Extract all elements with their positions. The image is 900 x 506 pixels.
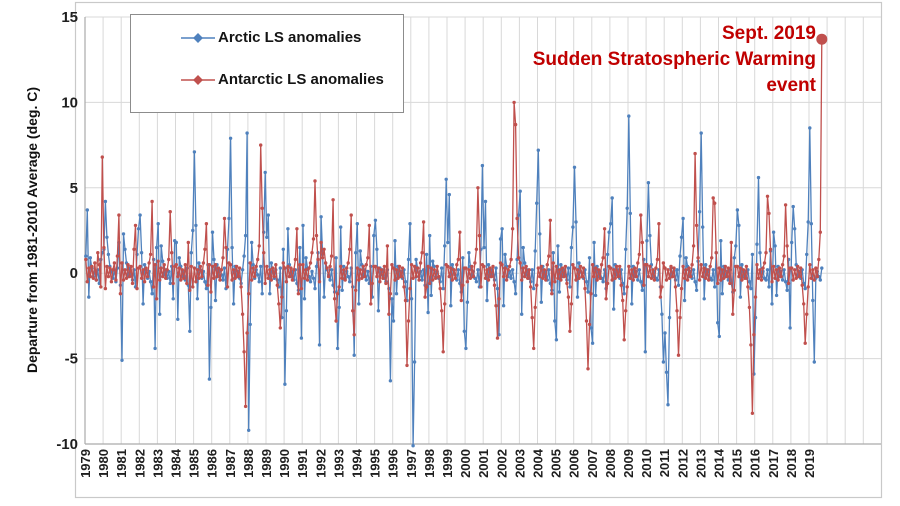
x-tick-label: 2016 (748, 449, 763, 478)
x-tick-label: 1993 (331, 449, 346, 478)
x-tick-label: 1990 (277, 449, 292, 478)
y-tick-label: 15 (61, 9, 78, 26)
x-tick-label: 2014 (712, 448, 727, 478)
x-tick-label: 1985 (187, 449, 202, 478)
x-tick-label: 1996 (386, 449, 401, 478)
antarctic-series-marker-icon (181, 74, 215, 85)
x-tick-label: 1984 (169, 448, 184, 478)
x-tick-label: 2017 (766, 449, 781, 478)
x-tick-label: 2003 (512, 449, 527, 478)
x-tick-label: 2004 (531, 448, 546, 478)
x-tick-label: 1982 (132, 449, 147, 478)
x-tick-label: 1981 (114, 449, 129, 478)
x-tick-label: 1988 (241, 449, 256, 478)
x-tick-label: 2018 (784, 449, 799, 478)
ssw-annotation: Sept. 2019 Sudden Stratospheric Warming … (533, 21, 816, 99)
ssw-annotation-line2: Sudden Stratospheric Warming (532, 49, 816, 70)
x-tick-label: 2005 (549, 449, 564, 478)
x-tick-label: 1991 (295, 449, 310, 478)
y-tick-label: -5 (65, 351, 78, 368)
legend: Arctic LS anomalies Antarctic LS anomali… (130, 14, 404, 113)
x-tick-label: 1994 (350, 448, 365, 478)
ssw-annotation-line1: Sept. 2019 (722, 23, 816, 44)
ssw-annotation-line3: event (766, 75, 816, 96)
x-tick-label: 2019 (802, 449, 817, 478)
x-tick-label: 2008 (603, 449, 618, 478)
x-tick-label: 2002 (494, 449, 509, 478)
x-tick-label: 2006 (567, 449, 582, 478)
x-tick-label: 2012 (675, 449, 690, 478)
x-tick-label: 2007 (585, 449, 600, 478)
ssw-event-point (816, 33, 828, 45)
legend-label-arctic: Arctic LS anomalies (218, 29, 362, 46)
x-tick-label: 1998 (422, 449, 437, 478)
legend-label-antarctic: Antarctic LS anomalies (218, 71, 384, 88)
y-tick-label: 5 (70, 180, 78, 197)
chart-frame (74, 1, 883, 499)
y-tick-label: -10 (56, 436, 78, 453)
x-tick-label: 2000 (458, 449, 473, 478)
x-tick-label: 1983 (150, 449, 165, 478)
y-axis-title: Departure from 1981-2010 Average (deg. C… (24, 86, 40, 374)
x-tick-label: 1992 (313, 449, 328, 478)
arctic-series-marker-icon (181, 32, 215, 43)
y-tick-label: 10 (61, 94, 78, 111)
x-tick-label: 2010 (639, 449, 654, 478)
x-tick-label: 1995 (368, 449, 383, 478)
x-tick-label: 1987 (223, 449, 238, 478)
x-tick-label: 2001 (476, 449, 491, 478)
legend-item-arctic: Arctic LS anomalies (131, 29, 403, 46)
x-tick-label: 1980 (96, 449, 111, 478)
x-tick-label: 1989 (259, 449, 274, 478)
x-tick-label: 2013 (693, 449, 708, 478)
x-tick-label: 2009 (621, 449, 636, 478)
x-tick-label: 1997 (404, 449, 419, 478)
x-tick-label: 1999 (440, 449, 455, 478)
x-tick-label: 1986 (205, 449, 220, 478)
legend-item-antarctic: Antarctic LS anomalies (131, 71, 403, 88)
x-tick-label: 2015 (730, 449, 745, 478)
y-tick-label: 0 (70, 265, 78, 282)
x-tick-label: 2011 (657, 449, 672, 477)
x-tick-label: 1979 (78, 449, 93, 478)
